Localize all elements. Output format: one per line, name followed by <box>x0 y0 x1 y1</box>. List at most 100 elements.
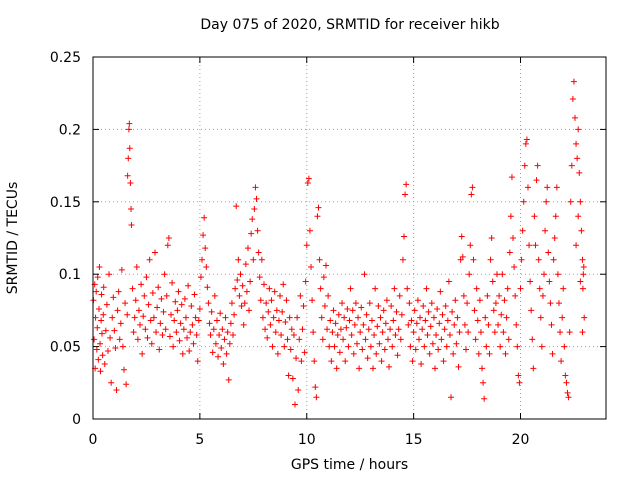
data-point <box>196 305 203 312</box>
data-point <box>581 314 588 321</box>
data-point <box>225 376 232 383</box>
data-point <box>575 213 582 220</box>
data-point <box>148 340 155 347</box>
data-point <box>110 294 117 301</box>
data-point <box>94 274 101 281</box>
data-point <box>202 245 209 252</box>
data-point <box>209 349 216 356</box>
data-point <box>101 360 108 367</box>
data-point <box>543 198 550 205</box>
data-point <box>172 298 179 305</box>
data-point <box>256 274 263 281</box>
data-point <box>519 227 526 234</box>
data-point <box>534 162 541 169</box>
data-point <box>328 358 335 365</box>
data-point <box>157 320 164 327</box>
x-tick-label: 0 <box>89 432 98 448</box>
data-point <box>288 326 295 333</box>
data-point <box>283 297 290 304</box>
data-point <box>345 343 352 350</box>
data-point <box>373 350 380 357</box>
data-point <box>131 314 138 321</box>
data-point <box>417 314 424 321</box>
data-point <box>346 317 353 324</box>
data-point <box>151 249 158 256</box>
data-point <box>181 295 188 302</box>
data-point <box>521 162 528 169</box>
data-point <box>165 235 172 241</box>
data-point <box>141 292 148 299</box>
data-point <box>145 301 152 308</box>
data-point <box>495 321 502 328</box>
data-point <box>500 329 507 336</box>
data-point <box>401 233 408 240</box>
data-point <box>226 340 233 347</box>
data-point <box>532 242 539 249</box>
data-point <box>266 285 273 292</box>
data-point <box>190 340 197 347</box>
data-point <box>574 155 581 162</box>
data-point <box>468 191 475 198</box>
data-point <box>139 350 146 357</box>
data-point <box>472 336 479 343</box>
data-point <box>437 288 444 295</box>
data-point <box>303 242 310 249</box>
data-point <box>579 329 586 336</box>
data-point <box>168 311 175 318</box>
data-point <box>313 394 320 401</box>
data-point <box>99 352 106 359</box>
data-point <box>520 198 527 205</box>
data-point <box>104 347 111 354</box>
data-point <box>476 297 483 304</box>
data-point <box>541 271 548 278</box>
data-point <box>367 343 374 350</box>
data-point <box>562 372 569 379</box>
data-point <box>491 329 498 336</box>
data-point <box>560 285 567 292</box>
data-point <box>228 300 235 307</box>
data-point <box>270 314 277 321</box>
data-point <box>469 184 476 191</box>
data-point <box>272 329 279 336</box>
data-point <box>294 314 301 321</box>
data-point <box>193 332 200 339</box>
data-point <box>557 329 564 336</box>
data-point <box>459 253 466 260</box>
data-point <box>466 271 473 278</box>
data-point <box>125 155 132 162</box>
data-point <box>426 350 433 357</box>
data-point <box>358 304 365 311</box>
data-point <box>357 329 364 336</box>
data-point <box>127 179 134 186</box>
y-tick-label: 0.15 <box>50 195 81 211</box>
data-point <box>175 288 182 295</box>
data-point <box>108 379 115 386</box>
data-point <box>153 329 160 336</box>
data-point <box>474 317 481 324</box>
data-point <box>123 381 130 388</box>
data-point <box>394 352 401 359</box>
data-point <box>118 266 125 273</box>
y-axis-label: SRMTID / TECUs <box>5 181 21 295</box>
data-point <box>146 256 153 263</box>
data-point <box>312 384 319 391</box>
data-point <box>98 291 105 298</box>
data-point <box>396 292 403 299</box>
data-point <box>322 262 329 269</box>
data-point <box>170 343 177 350</box>
data-point <box>311 358 318 365</box>
data-point <box>507 213 514 220</box>
data-point <box>163 292 170 299</box>
data-point <box>91 336 98 343</box>
data-point <box>499 271 506 278</box>
data-point <box>126 120 133 127</box>
data-point <box>258 256 265 263</box>
data-point <box>92 314 99 321</box>
data-point <box>155 284 162 291</box>
data-point <box>508 174 515 181</box>
data-point <box>250 256 257 263</box>
y-tick-label: 0.05 <box>50 340 81 356</box>
data-point <box>317 285 324 292</box>
data-point <box>335 311 342 318</box>
axis-ticks: 0 5 10 15 20 0 0.05 0.1 0.15 0.2 0.25 <box>50 50 606 448</box>
